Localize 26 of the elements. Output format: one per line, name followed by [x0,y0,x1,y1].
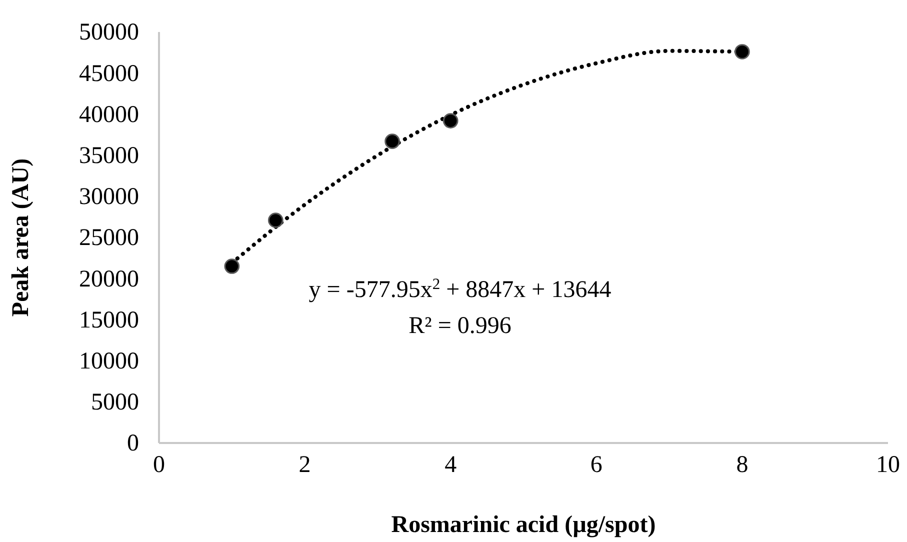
x-tick-label: 2 [298,452,311,478]
y-tick-label: 50000 [79,20,139,46]
x-tick-label: 0 [153,452,165,478]
y-tick-label: 5000 [91,390,139,416]
point [224,258,240,274]
point [268,212,284,228]
y-tick-label: 10000 [79,348,139,374]
y-tick-label: 15000 [79,307,139,334]
y-tick-label: 0 [127,430,139,457]
x-tick-label: 8 [736,452,748,478]
x-axis-title: Rosmarinic acid (µg/spot) [391,512,656,538]
point [442,113,458,128]
point [384,134,400,149]
annotation: R² = 0.996 [408,313,512,339]
y-tick-label: 40000 [79,102,139,128]
y-axis-title: Peak area (AU) [8,158,34,317]
x-tick-label: 4 [444,452,457,478]
y-tick-label: 45000 [79,60,139,87]
point [734,44,750,60]
y-tick-label: 25000 [79,225,139,252]
annotation: y = -577.95x$^{2}$ + 8847x + 13644 [308,276,612,303]
y-tick-label: 30000 [79,184,139,210]
x-tick-label: 10 [876,452,900,478]
y-tick-label: 20000 [79,266,139,292]
y-tick-label: 35000 [79,142,139,169]
x-tick-label: 6 [590,452,602,478]
